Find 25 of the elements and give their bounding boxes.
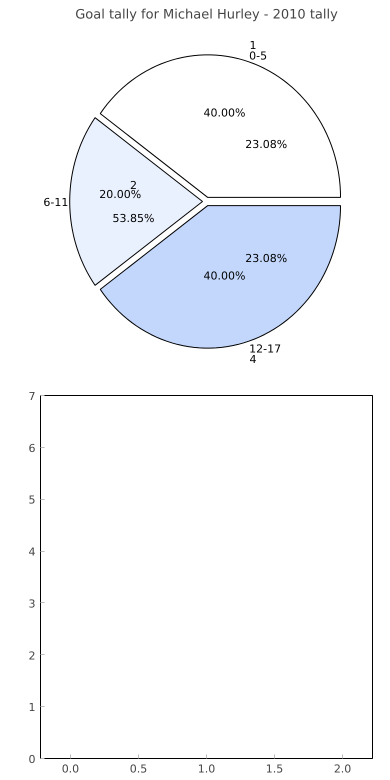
slice-label: 12-17 bbox=[249, 342, 282, 356]
x-tick-label: 1.0 bbox=[198, 762, 216, 776]
chart-title: Goal tally for Michael Hurley - 2010 tally bbox=[75, 8, 338, 22]
y-tick-label: 7 bbox=[28, 390, 36, 403]
text: 53.85% bbox=[112, 212, 154, 226]
x-tick-label: 2.0 bbox=[334, 762, 352, 776]
text: 4 bbox=[249, 352, 256, 366]
x-tick-label: 0.5 bbox=[130, 762, 148, 776]
y-tick-label: 4 bbox=[28, 546, 36, 559]
y-tick-label: 3 bbox=[28, 597, 36, 610]
text: 1 bbox=[249, 39, 256, 52]
data-label: 20.00% bbox=[99, 188, 142, 201]
y-tick-label: 6 bbox=[28, 442, 36, 455]
text: 23.08% bbox=[245, 252, 288, 266]
y-tick-label: 5 bbox=[28, 494, 36, 507]
y-tick-label: 0 bbox=[28, 753, 36, 766]
data-label: 40.00% bbox=[204, 269, 246, 282]
x-tick-label: 1.5 bbox=[266, 762, 284, 776]
y-tick-label: 1 bbox=[28, 701, 36, 714]
data-label: 40.00% bbox=[204, 106, 246, 120]
slice-label: 0-5 bbox=[249, 50, 268, 63]
text: 23.08% bbox=[245, 138, 288, 151]
y-tick-label: 2 bbox=[28, 649, 36, 662]
x-tick-label: 0.0 bbox=[62, 762, 80, 776]
slice-label: 6-11 bbox=[43, 196, 68, 209]
